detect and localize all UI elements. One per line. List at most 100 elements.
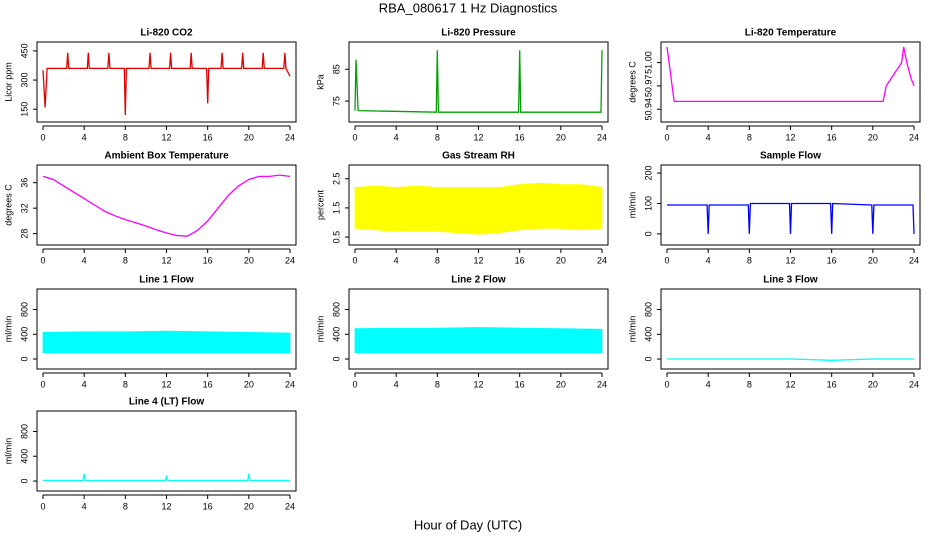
x-tick-label: 20 xyxy=(868,132,878,142)
x-tick-label: 12 xyxy=(785,255,795,265)
panel: Line 1 Flow ml/min 0 4 8 12 16 20 24 0 400 800 xyxy=(3,275,297,389)
x-tick-label: 12 xyxy=(785,132,795,142)
y-axis-label: ml/min xyxy=(3,438,13,465)
x-tick-label: 0 xyxy=(352,255,357,265)
y-tick-label: 0 xyxy=(19,357,29,362)
x-tick-label: 16 xyxy=(203,255,213,265)
panel-title: Line 4 (LT) Flow xyxy=(129,397,205,408)
x-tick-label: 0 xyxy=(352,132,357,142)
panel: Li-820 CO2 Licor ppm 0 4 8 12 16 20 24 150 300 450 xyxy=(3,28,297,142)
x-tick-label: 24 xyxy=(909,132,919,142)
y-axis-label: percent xyxy=(315,189,325,220)
data-band xyxy=(42,330,291,354)
y-tick-label: 50.97 xyxy=(643,75,653,98)
x-tick-label: 4 xyxy=(394,379,399,389)
x-tick-label: 4 xyxy=(82,379,87,389)
y-tick-label: 0 xyxy=(19,479,29,484)
y-tick-label: 0 xyxy=(643,231,653,236)
data-line xyxy=(43,473,290,482)
x-tick-label: 8 xyxy=(747,255,752,265)
x-tick-label: 12 xyxy=(161,379,171,389)
x-tick-label: 20 xyxy=(244,379,254,389)
y-tick-label: 32 xyxy=(19,203,29,213)
plot-frame xyxy=(348,164,609,246)
y-tick-label: 400 xyxy=(19,449,29,464)
x-tick-label: 16 xyxy=(515,132,525,142)
y-tick-label: 1.5 xyxy=(331,202,341,215)
panel-title: Li-820 CO2 xyxy=(140,28,193,39)
x-tick-label: 20 xyxy=(556,379,566,389)
data-line xyxy=(354,50,603,113)
x-tick-label: 24 xyxy=(597,132,607,142)
x-tick-label: 0 xyxy=(664,132,669,142)
panel-title: Line 2 Flow xyxy=(451,275,506,286)
y-axis-label: ml/min xyxy=(315,316,325,343)
plot-frame xyxy=(660,288,921,370)
data-line xyxy=(667,358,914,361)
y-tick-label: 100 xyxy=(643,196,653,211)
x-tick-label: 20 xyxy=(244,501,254,511)
x-tick-label: 24 xyxy=(597,255,607,265)
x-tick-label: 8 xyxy=(747,379,752,389)
x-tick-label: 16 xyxy=(203,132,213,142)
panel-title: Sample Flow xyxy=(760,151,821,162)
y-tick-label: 150 xyxy=(19,102,29,117)
x-tick-label: 0 xyxy=(664,379,669,389)
y-axis-label: kPa xyxy=(315,74,325,90)
x-tick-label: 4 xyxy=(706,379,711,389)
y-tick-label: 0 xyxy=(331,357,341,362)
x-tick-label: 8 xyxy=(435,132,440,142)
plot-frame xyxy=(348,288,609,370)
x-tick-label: 8 xyxy=(123,255,128,265)
y-tick-label: 28 xyxy=(19,229,29,239)
x-tick-label: 16 xyxy=(203,379,213,389)
y-tick-label: 800 xyxy=(331,302,341,317)
y-tick-label: 800 xyxy=(643,302,653,317)
panel: Ambient Box Temperature degrees C 0 4 8 12 16 2… xyxy=(3,151,297,265)
x-tick-label: 16 xyxy=(827,132,837,142)
y-tick-label: 200 xyxy=(643,166,653,181)
x-tick-label: 20 xyxy=(868,255,878,265)
x-tick-label: 24 xyxy=(597,379,607,389)
x-tick-label: 4 xyxy=(706,132,711,142)
figure-title: RBA_080617 1 Hz Diagnostics xyxy=(379,0,558,15)
x-tick-label: 24 xyxy=(285,255,295,265)
panel: Li-820 Pressure kPa 0 4 8 12 16 20 24 75 85 xyxy=(315,28,609,142)
plot-frame xyxy=(660,164,921,246)
x-tick-label: 0 xyxy=(40,501,45,511)
panel: Li-820 Temperature degrees C 0 4 8 12 16 20 24 50… xyxy=(627,28,921,142)
x-tick-label: 0 xyxy=(40,255,45,265)
x-tick-label: 24 xyxy=(285,132,295,142)
panel: Line 3 Flow ml/min 0 4 8 12 16 20 24 0 400 800 xyxy=(627,275,921,389)
data-line xyxy=(42,174,291,237)
panel: Line 2 Flow ml/min 0 4 8 12 16 20 24 0 400 800 xyxy=(315,275,609,389)
x-tick-label: 12 xyxy=(785,379,795,389)
data-line xyxy=(667,202,915,234)
y-axis-label: ml/min xyxy=(627,316,637,343)
x-tick-label: 24 xyxy=(909,379,919,389)
x-tick-label: 16 xyxy=(515,255,525,265)
y-tick-label: 2.5 xyxy=(331,172,341,185)
x-tick-label: 4 xyxy=(82,132,87,142)
x-tick-label: 8 xyxy=(123,132,128,142)
data-band xyxy=(354,182,603,235)
x-tick-label: 8 xyxy=(747,132,752,142)
plot-frame xyxy=(660,41,921,123)
y-tick-label: 85 xyxy=(331,64,341,74)
x-tick-label: 4 xyxy=(394,132,399,142)
y-axis-label: ml/min xyxy=(627,192,637,219)
y-tick-label: 400 xyxy=(331,327,341,342)
x-tick-label: 16 xyxy=(203,501,213,511)
x-tick-label: 20 xyxy=(556,132,566,142)
x-tick-label: 0 xyxy=(664,255,669,265)
x-tick-label: 4 xyxy=(82,501,87,511)
x-tick-label: 20 xyxy=(868,379,878,389)
x-tick-label: 16 xyxy=(827,255,837,265)
y-tick-label: 75 xyxy=(331,96,341,106)
figure-x-label: Hour of Day (UTC) xyxy=(414,517,522,532)
plot-frame xyxy=(36,288,297,370)
panel: Sample Flow ml/min 0 4 8 12 16 20 24 0 100 200 xyxy=(627,151,921,265)
y-tick-label: 400 xyxy=(643,327,653,342)
panel-title: Li-820 Temperature xyxy=(745,28,837,39)
data-band xyxy=(354,327,603,354)
